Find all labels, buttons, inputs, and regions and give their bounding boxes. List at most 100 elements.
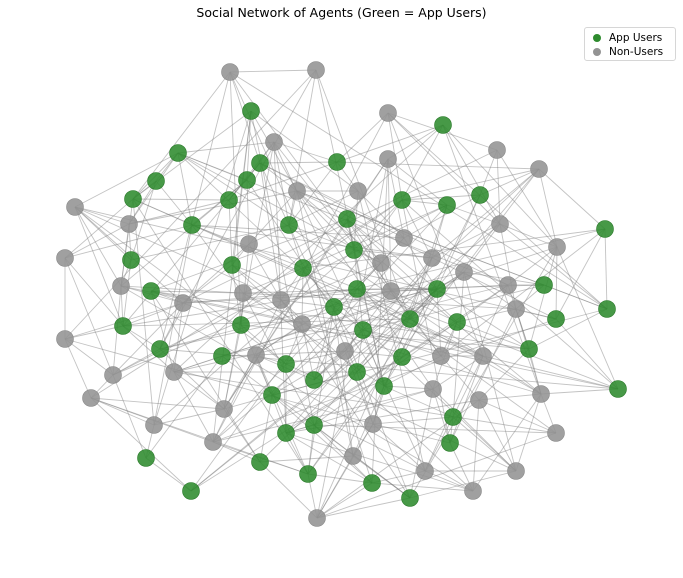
network-edge [285, 321, 458, 434]
network-edge [333, 290, 392, 308]
network-edge [353, 190, 359, 251]
network-edge [302, 199, 403, 269]
network-edge [155, 180, 193, 226]
network-edge [296, 190, 355, 251]
network-edge [383, 355, 442, 387]
network-edge [296, 190, 354, 457]
network-edge [285, 363, 517, 472]
network-edge [316, 497, 411, 519]
network-edge [259, 161, 338, 164]
network-edge [372, 416, 454, 425]
node-non-user [364, 415, 382, 433]
node-app-user [220, 191, 238, 209]
network-edge [432, 388, 517, 472]
network-edge [409, 284, 545, 320]
node-non-user [548, 238, 566, 256]
network-edge [313, 424, 557, 434]
node-non-user [272, 291, 290, 309]
network-edge [316, 158, 389, 519]
node-non-user [247, 346, 265, 364]
node-app-user [596, 220, 614, 238]
node-app-user [142, 282, 160, 300]
network-edge [64, 198, 134, 259]
network-edge [436, 194, 481, 290]
network-edge [528, 246, 558, 350]
node-app-user [277, 424, 295, 442]
network-edge [221, 284, 509, 357]
network-edge [431, 204, 448, 259]
node-non-user [470, 391, 488, 409]
node-non-user [344, 447, 362, 465]
network-edge [353, 199, 403, 251]
network-edge [159, 71, 231, 350]
node-non-user [455, 263, 473, 281]
network-edge [296, 190, 542, 395]
node-non-user [336, 342, 354, 360]
node-app-user [348, 280, 366, 298]
network-edge [472, 393, 542, 492]
network-edge [64, 338, 374, 425]
legend-marker-app-users [593, 34, 601, 42]
network-edge [356, 318, 411, 373]
node-app-user [305, 371, 323, 389]
network-edge [556, 246, 619, 390]
network-edge [356, 257, 433, 373]
network-edge [449, 355, 484, 444]
network-edge [528, 308, 608, 350]
network-edge [120, 198, 134, 287]
node-non-user [56, 249, 74, 267]
node-app-user [441, 434, 459, 452]
network-edge [231, 110, 252, 266]
network-edge [296, 190, 545, 286]
network-edge [223, 158, 389, 410]
node-app-user [114, 317, 132, 335]
network-edge [223, 141, 275, 410]
network-edge [120, 285, 474, 492]
node-app-user [299, 465, 317, 483]
network-edge [229, 69, 317, 73]
network-edge [482, 355, 542, 395]
network-edge [130, 180, 157, 261]
network-edge [212, 110, 252, 443]
network-edge [387, 158, 392, 292]
network-edge [221, 288, 438, 357]
network-edge [316, 432, 557, 519]
legend-label-non-users: Non-Users [609, 46, 664, 58]
network-edge [223, 324, 242, 410]
node-app-user [535, 276, 553, 294]
network-edge [432, 388, 451, 444]
network-edge [229, 71, 261, 164]
network-edge [409, 470, 517, 499]
network-edge [145, 355, 223, 459]
network-edge [401, 288, 438, 358]
network-edge [231, 264, 282, 301]
node-non-user [423, 249, 441, 267]
network-edge [159, 271, 465, 350]
network-edge [452, 271, 465, 418]
node-app-user [401, 310, 419, 328]
network-edge [452, 355, 484, 418]
network-edge [362, 329, 484, 357]
network-edge [191, 224, 405, 239]
node-non-user [66, 198, 84, 216]
node-non-user [530, 160, 548, 178]
node-app-user [393, 191, 411, 209]
network-edge [122, 325, 175, 373]
network-edge [371, 470, 426, 484]
network-edge [449, 442, 474, 492]
network-edge [64, 223, 130, 259]
node-app-user [609, 380, 627, 398]
network-edge [130, 224, 290, 261]
network-edge [401, 199, 433, 259]
node-non-user [215, 400, 233, 418]
node-non-user [382, 282, 400, 300]
network-edge [357, 190, 405, 239]
network-edge [401, 194, 481, 201]
network-edge [159, 348, 225, 410]
node-app-user [325, 298, 343, 316]
network-edge [191, 224, 484, 357]
network-edge [302, 228, 606, 269]
network-edge [540, 388, 619, 395]
network-edge [182, 302, 242, 326]
network-edge [285, 257, 433, 434]
